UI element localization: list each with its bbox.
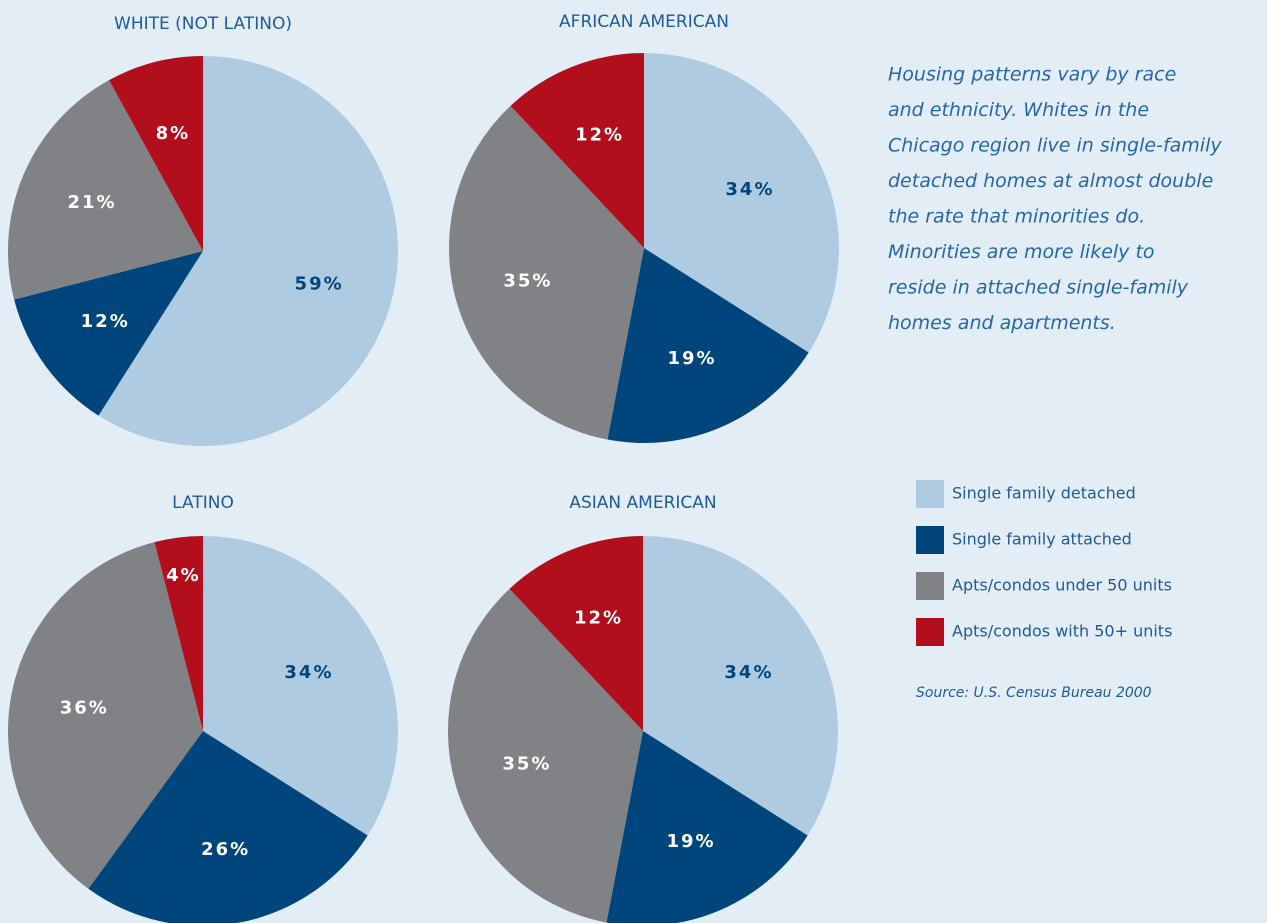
pie-slice xyxy=(8,542,204,889)
value-label: 8% xyxy=(156,123,191,144)
legend-swatch xyxy=(916,480,944,508)
annotation: homes and apartments. xyxy=(888,312,1116,334)
legend-swatch xyxy=(916,572,944,600)
value-label: 21% xyxy=(67,192,116,213)
value-label: 34% xyxy=(724,662,773,683)
value-label: 35% xyxy=(503,271,552,292)
chart-title: ASIAN AMERICAN xyxy=(569,493,716,513)
annotation: the rate that minorities do. xyxy=(888,206,1145,228)
source: Source: U.S. Census Bureau 2000 xyxy=(916,685,1152,701)
pie-slice xyxy=(509,536,643,731)
value-label: 34% xyxy=(725,179,774,200)
annotation: detached homes at almost double xyxy=(888,170,1213,192)
value-label: 4% xyxy=(166,565,201,586)
annotation: and ethnicity. Whites in the xyxy=(888,99,1149,121)
pie-slice xyxy=(607,248,809,443)
value-label: 12% xyxy=(81,311,130,332)
value-label: 12% xyxy=(574,608,623,629)
value-label: 34% xyxy=(284,662,333,683)
pie-slice xyxy=(644,53,840,353)
legend-swatch xyxy=(916,618,944,646)
value-label: 35% xyxy=(502,754,551,775)
value-label: 26% xyxy=(201,839,250,860)
pie-slice xyxy=(14,251,204,416)
pie-slice xyxy=(154,536,203,731)
pie-slice xyxy=(109,56,203,251)
pie-slice xyxy=(510,53,644,248)
legend-label: Apts/condos with 50+ units xyxy=(952,622,1172,641)
pie-slice xyxy=(643,536,838,836)
annotation: reside in attached single-family xyxy=(888,277,1189,299)
pie-slice xyxy=(606,731,808,923)
legend-label: Single family attached xyxy=(952,530,1132,549)
pie-slice xyxy=(203,536,399,836)
annotation: Chicago region live in single-family xyxy=(888,135,1222,157)
pie-slice xyxy=(7,80,204,300)
value-label: 19% xyxy=(666,831,715,852)
pie-slice xyxy=(449,105,644,440)
value-label: 12% xyxy=(575,125,624,146)
pie-slice xyxy=(448,588,643,923)
value-label: 36% xyxy=(60,697,109,718)
chart-title: WHITE (NOT LATINO) xyxy=(114,14,292,34)
annotation: Minorities are more likely to xyxy=(888,241,1155,263)
chart-title: LATINO xyxy=(172,493,234,513)
value-label: 19% xyxy=(667,348,716,369)
pie-slice xyxy=(98,56,399,446)
pie-slice xyxy=(88,731,368,923)
chart-title: AFRICAN AMERICAN xyxy=(559,12,729,32)
legend-swatch xyxy=(916,526,944,554)
value-label: 59% xyxy=(295,274,344,295)
annotation: Housing patterns vary by race xyxy=(888,64,1176,86)
legend-label: Apts/condos under 50 units xyxy=(952,576,1172,595)
legend-label: Single family detached xyxy=(952,484,1136,503)
